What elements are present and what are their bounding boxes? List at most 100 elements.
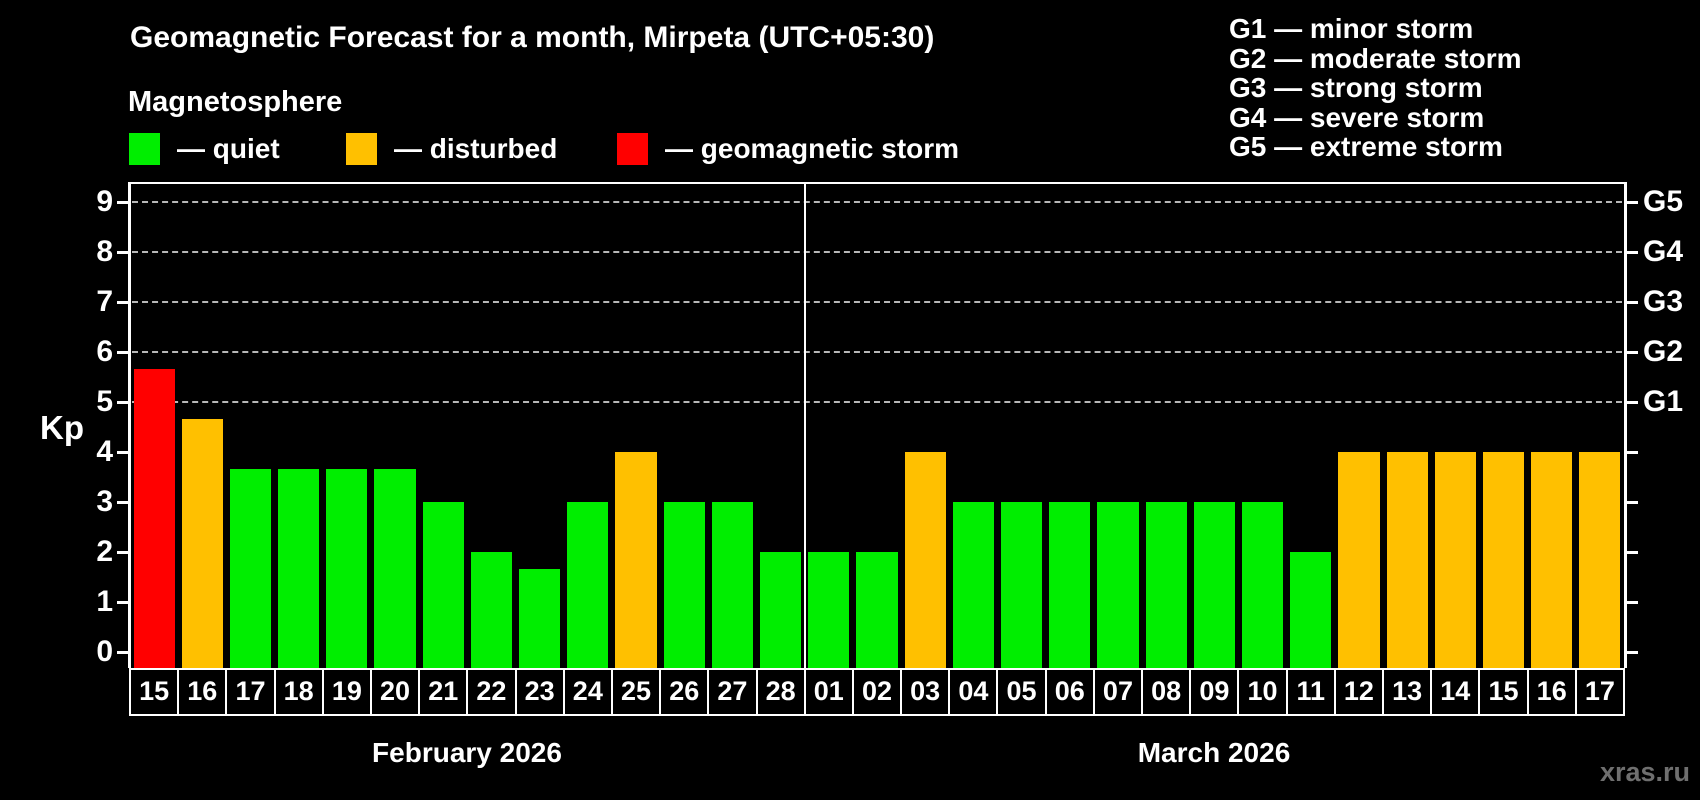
g-scale-legend: G1 — minor storm G2 — moderate storm G3 … <box>1229 14 1522 162</box>
kp-bar-17 <box>1579 452 1621 668</box>
y-axis-tick <box>117 350 128 354</box>
kp-bar-04 <box>952 502 994 668</box>
kp-bar-05 <box>1000 502 1043 668</box>
y-axis-tick <box>1627 200 1638 204</box>
legend-swatch-storm <box>617 133 648 165</box>
legend-label-disturbed: — disturbed <box>394 133 558 164</box>
g-legend-line-g1: G1 — minor storm <box>1229 13 1474 44</box>
day-label-box: 28 <box>755 668 806 716</box>
kp-bar-03 <box>904 452 946 668</box>
g-axis-label-g1: G1 <box>1643 385 1684 418</box>
watermark-xras: xras.ru <box>1599 757 1690 787</box>
day-label-box: 10 <box>1237 668 1288 716</box>
y-axis-tick <box>117 300 128 304</box>
day-label-box: 12 <box>1333 668 1385 716</box>
y-axis-tick <box>1627 500 1638 504</box>
kp-bar-15 <box>133 368 175 668</box>
y-axis-tick <box>117 200 128 204</box>
month-label-march: March 2026 <box>1137 737 1291 768</box>
day-label-box: 14 <box>1430 668 1481 716</box>
g-axis-label-g5: G5 <box>1643 185 1684 218</box>
day-label-box: 16 <box>1526 668 1577 716</box>
g-legend-line-g5: G5 — extreme storm <box>1229 131 1503 162</box>
g-axis-label-g3: G3 <box>1643 285 1684 318</box>
day-label-box: 27 <box>707 668 758 716</box>
y-axis-tick <box>1627 300 1638 304</box>
gridline <box>132 401 1622 403</box>
y-tick-label: 0 <box>96 635 113 668</box>
gridline <box>132 251 1622 253</box>
kp-bar-26 <box>663 502 705 668</box>
gridline <box>132 351 1622 353</box>
y-axis-title: Kp <box>40 409 84 446</box>
legend-swatch-disturbed <box>346 133 377 165</box>
chart-title: Geomagnetic Forecast for a month, Mirpet… <box>130 21 935 54</box>
kp-bar-02 <box>856 552 898 668</box>
day-label-box: 15 <box>129 668 180 716</box>
day-label-box: 11 <box>1285 668 1336 716</box>
kp-bar-21 <box>422 502 464 668</box>
y-axis-tick <box>117 550 128 554</box>
g-legend-line-g3: G3 — strong storm <box>1229 72 1483 103</box>
kp-bar-09 <box>1193 502 1235 668</box>
day-label-box: 02 <box>851 668 903 716</box>
day-label-box: 13 <box>1382 668 1433 716</box>
day-label-box: 17 <box>225 668 276 716</box>
y-tick-label: 2 <box>96 535 113 568</box>
kp-bar-11 <box>1290 552 1332 668</box>
gridline <box>132 301 1622 303</box>
kp-bar-27 <box>711 502 753 668</box>
day-label-box: 25 <box>610 668 662 716</box>
y-tick-label: 9 <box>96 185 113 218</box>
y-axis-tick <box>117 500 128 504</box>
g-legend-line-g2: G2 — moderate storm <box>1229 42 1522 74</box>
magnetosphere-label: Magnetosphere <box>128 86 343 118</box>
y-axis-tick <box>117 600 128 604</box>
y-tick-label: 8 <box>96 235 113 268</box>
y-axis-tick <box>117 400 128 404</box>
day-label-box: 03 <box>900 668 951 716</box>
legend-label-storm: — geomagnetic storm <box>665 133 960 164</box>
kp-bar-24 <box>567 502 609 668</box>
gridline <box>132 201 1622 203</box>
y-tick-label: 6 <box>96 335 113 368</box>
month-label-february: February 2026 <box>372 737 562 768</box>
kp-bar-25 <box>615 452 657 668</box>
y-axis-tick <box>1627 600 1638 604</box>
day-label-box: 06 <box>1044 668 1095 716</box>
y-axis-tick <box>117 250 128 254</box>
kp-bar-19 <box>326 468 368 668</box>
day-label-box: 17 <box>1574 668 1625 716</box>
day-label-box: 08 <box>1141 668 1192 716</box>
legend-label-quiet: — quiet <box>177 133 280 164</box>
day-label-box: 05 <box>996 668 1047 716</box>
day-label-box: 20 <box>369 668 421 716</box>
kp-bar-10 <box>1241 502 1284 668</box>
day-label-box: 09 <box>1189 668 1240 716</box>
plot-top-spine <box>128 182 1627 184</box>
y-tick-label: 3 <box>96 485 113 518</box>
day-label-box: 26 <box>659 668 710 716</box>
day-label-box: 01 <box>803 668 854 716</box>
legend-swatch-quiet <box>129 133 160 165</box>
day-label-box: 07 <box>1092 668 1144 716</box>
kp-bar-06 <box>1049 502 1091 668</box>
y-axis-tick <box>1627 450 1638 454</box>
y-axis-tick <box>1627 550 1638 554</box>
y-axis-tick <box>1627 650 1638 654</box>
kp-bar-14 <box>1434 452 1476 668</box>
y-tick-label: 5 <box>96 385 113 418</box>
kp-bar-23 <box>519 568 561 668</box>
y-axis-tick <box>1627 400 1638 404</box>
kp-bar-22 <box>470 552 513 668</box>
kp-bar-12 <box>1338 452 1380 668</box>
g-axis-label-g4: G4 <box>1643 235 1684 268</box>
plot-left-spine <box>128 182 131 668</box>
y-tick-label: 4 <box>96 435 113 468</box>
day-label-box: 23 <box>514 668 565 716</box>
day-label-box: 15 <box>1478 668 1529 716</box>
kp-bar-15 <box>1482 452 1525 668</box>
y-axis-tick <box>117 650 128 654</box>
plot-right-spine <box>1624 182 1627 668</box>
y-tick-label: 1 <box>96 585 113 618</box>
